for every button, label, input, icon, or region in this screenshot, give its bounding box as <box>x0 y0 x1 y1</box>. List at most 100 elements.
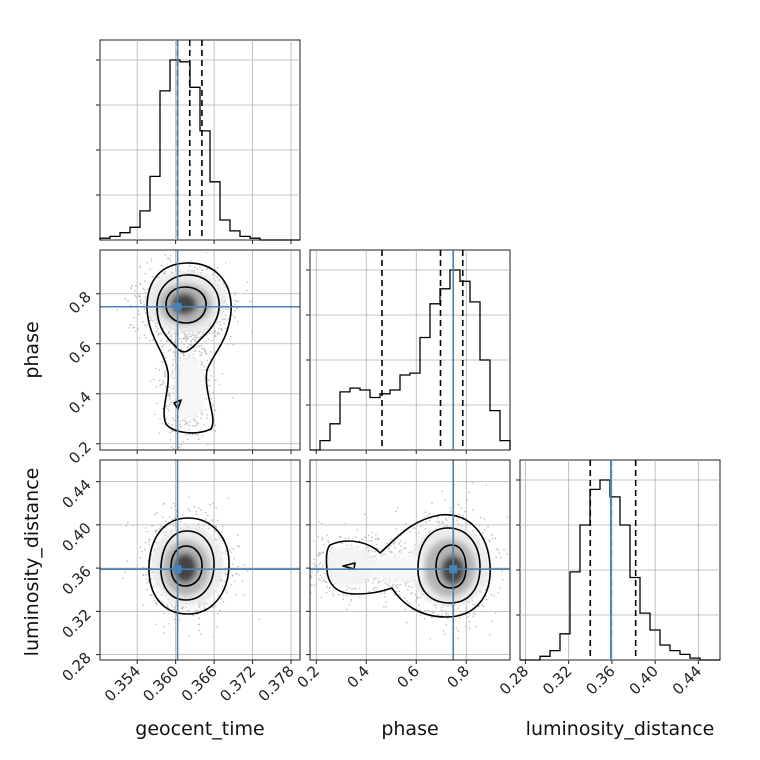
scatter-point <box>375 543 378 546</box>
scatter-point <box>216 538 218 541</box>
scatter-point <box>235 573 238 575</box>
x-tick-label: 0.36 <box>582 662 618 698</box>
grid-lines <box>520 460 720 660</box>
scatter-point <box>174 523 176 526</box>
scatter-point <box>151 320 154 322</box>
scatter-point <box>395 528 398 530</box>
y-tick-label: 0.8 <box>65 288 95 318</box>
scatter-point <box>332 592 334 595</box>
scatter-point <box>320 522 323 525</box>
scatter-point <box>144 280 146 283</box>
scatter-point <box>236 320 239 323</box>
scatter-point <box>462 514 464 517</box>
scatter-point <box>396 583 399 586</box>
scatter-point <box>443 633 446 635</box>
scatter-point <box>167 409 170 412</box>
scatter-point <box>372 589 375 591</box>
scatter-point <box>185 606 187 609</box>
scatter-point <box>315 575 318 577</box>
scatter-point <box>196 424 198 426</box>
scatter-point <box>139 282 141 285</box>
scatter-point <box>182 440 184 443</box>
scatter-point <box>317 571 319 574</box>
scatter-point <box>163 625 165 628</box>
scatter-point <box>167 349 170 352</box>
scatter-point <box>201 364 204 366</box>
scatter-point <box>506 516 509 518</box>
scatter-point <box>455 519 458 522</box>
scatter-point <box>203 365 206 368</box>
scatter-point <box>232 397 234 399</box>
scatter-point <box>351 588 354 590</box>
scatter-point <box>391 583 394 586</box>
scatter-point <box>302 581 304 583</box>
scatter-point <box>198 345 201 348</box>
scatter-point <box>160 594 163 596</box>
scatter-point <box>219 609 221 612</box>
scatter-point <box>200 360 203 363</box>
scatter-point <box>398 542 400 545</box>
x-axis-label-phase: phase <box>381 718 438 740</box>
scatter-point <box>164 371 166 374</box>
scatter-point <box>164 343 167 345</box>
scatter-point <box>173 618 176 621</box>
scatter-point <box>173 419 175 422</box>
scatter-point <box>394 547 396 549</box>
panel-hist-luminosity-distance: 0.28 0.32 0.36 0.40 0.44 <box>496 459 721 698</box>
scatter-point <box>139 299 142 301</box>
scatter-point <box>405 585 407 587</box>
scatter-point <box>193 506 196 508</box>
scatter-point <box>182 419 184 422</box>
scatter-point <box>370 539 373 542</box>
scatter-point <box>471 615 474 617</box>
scatter-point <box>188 429 191 431</box>
scatter-point <box>350 598 352 601</box>
scatter-point <box>147 288 149 290</box>
scatter-point <box>172 417 174 419</box>
scatter-point <box>209 384 211 387</box>
scatter-point <box>394 593 396 596</box>
scatter-point <box>466 499 469 502</box>
scatter-point <box>455 627 458 630</box>
scatter-point <box>198 507 200 509</box>
scatter-point <box>194 334 196 337</box>
scatter-point <box>173 368 176 371</box>
scatter-point <box>437 614 439 616</box>
scatter-point <box>195 513 197 516</box>
scatter-point <box>224 589 227 592</box>
scatter-point <box>466 523 468 526</box>
scatter-point <box>169 523 172 525</box>
scatter-point <box>218 279 220 282</box>
scatter-point <box>167 257 169 260</box>
scatter-point <box>478 524 481 527</box>
scatter-point <box>179 357 182 359</box>
scatter-point <box>424 609 426 612</box>
scatter-point <box>205 409 207 411</box>
scatter-point <box>154 531 157 534</box>
y-axis-label-phase: phase <box>21 321 43 378</box>
truth-lines <box>100 460 300 660</box>
scatter-point <box>405 581 408 584</box>
scatter-point <box>168 394 171 397</box>
scatter-point <box>145 336 147 339</box>
x-tick-labels: 0.28 0.32 0.36 0.40 0.44 <box>496 662 705 698</box>
scatter-point <box>249 300 251 303</box>
scatter-point <box>241 580 244 582</box>
scatter-point <box>166 604 169 606</box>
panel-frame <box>99 459 301 661</box>
scatter-point <box>156 512 158 514</box>
scatter-point <box>327 539 329 542</box>
scatter-point <box>190 339 192 342</box>
scatter-point <box>403 581 406 584</box>
scatter-point <box>319 574 322 577</box>
scatter-point <box>138 313 140 316</box>
scatter-point <box>371 582 374 584</box>
scatter-point <box>231 314 233 317</box>
scatter-point <box>406 600 409 602</box>
scatter-point <box>169 259 172 262</box>
scatter-point <box>219 321 222 323</box>
scatter-point <box>173 606 176 609</box>
y-tick-label: 0.36 <box>58 562 94 598</box>
scatter-point <box>411 592 413 594</box>
scatter-point <box>149 316 151 319</box>
